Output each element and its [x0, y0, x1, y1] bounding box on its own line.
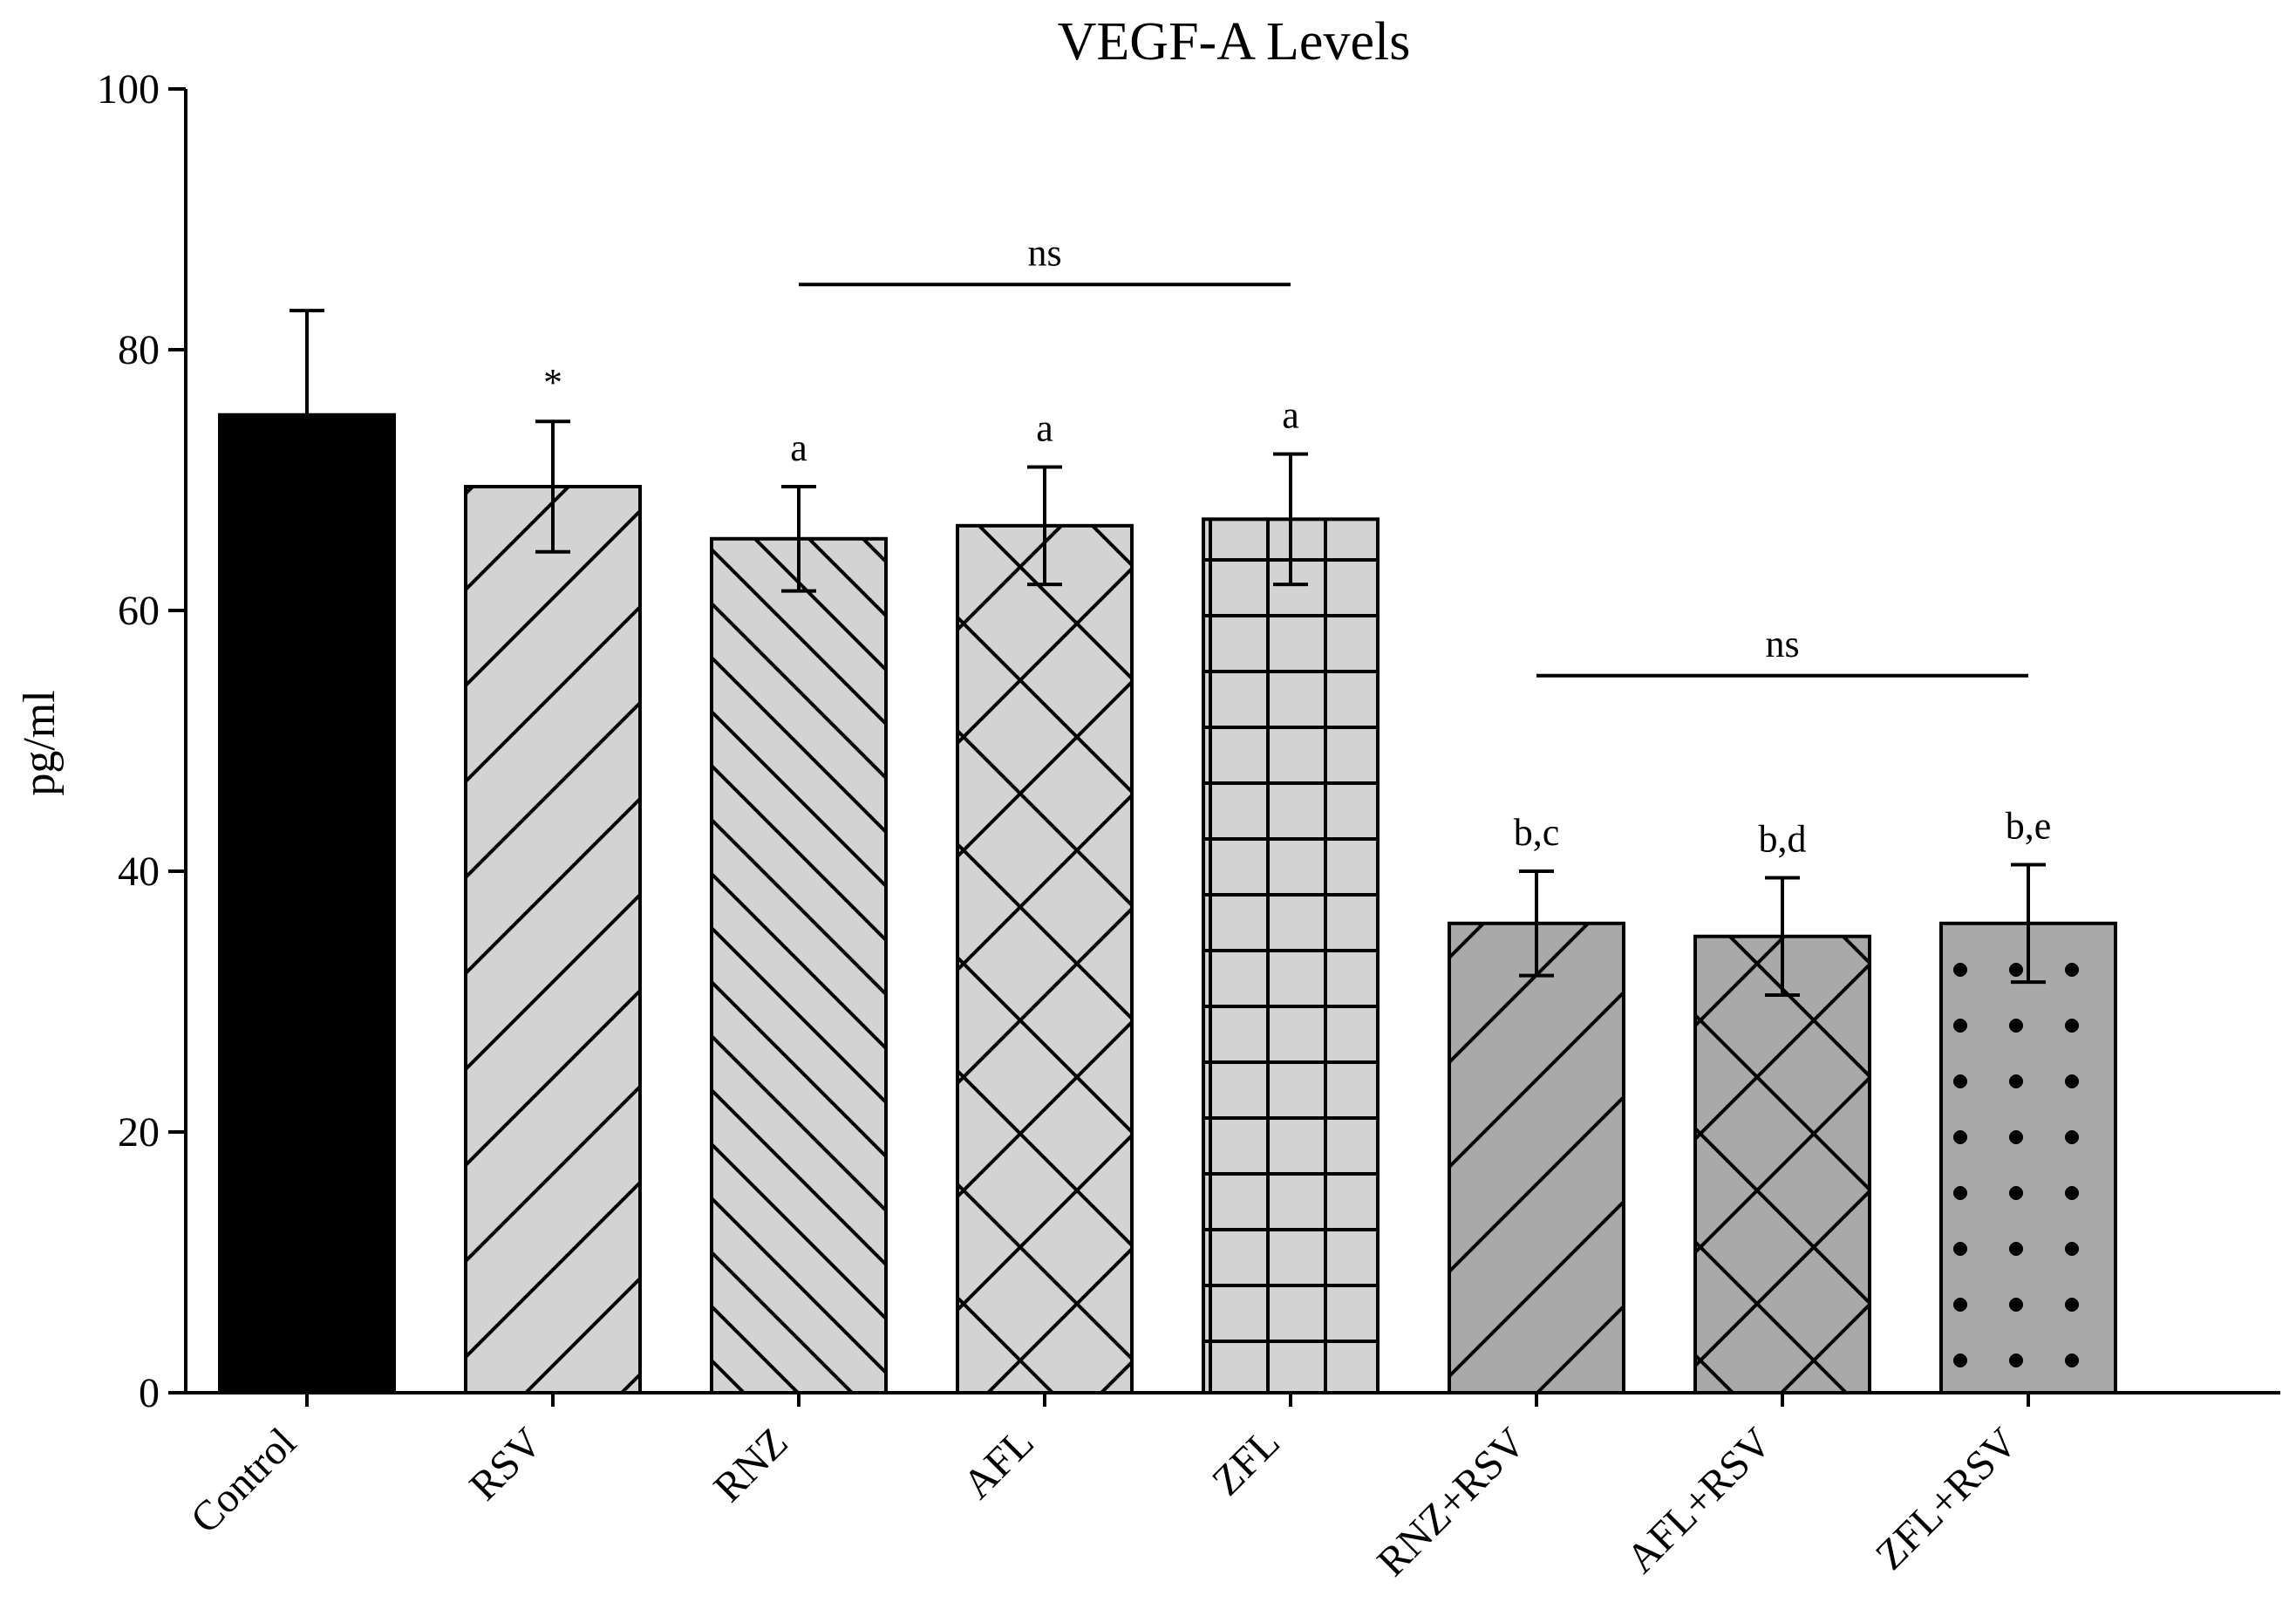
- y-tick-label: 60: [118, 588, 160, 634]
- bar-annotation: b,e: [2006, 805, 2052, 848]
- y-ticks-layer: 0 20 40 60 80 100: [97, 66, 186, 1416]
- bar-annotation: b,c: [1514, 811, 1560, 854]
- error-bar: [1273, 452, 1308, 587]
- bars-layer: [218, 413, 2117, 1395]
- bar-zfl-plus-rsv: [1939, 921, 2117, 1395]
- significance-layer: ns ns: [799, 231, 2028, 678]
- bar-zfl: [1202, 517, 1380, 1394]
- significance-bracket: ns: [799, 231, 1291, 287]
- x-tick-label: RNZ+RSV: [1368, 1419, 1535, 1585]
- error-bar: [535, 419, 570, 554]
- bar-annotation: a: [1036, 407, 1053, 450]
- bar-afl: [956, 523, 1134, 1394]
- x-tick-label: Control: [182, 1419, 305, 1542]
- x-tick-label: ZFL+RSV: [1867, 1419, 2027, 1578]
- bar-afl-plus-rsv: [1693, 934, 1871, 1394]
- bar-annotation: a: [790, 426, 807, 469]
- annotations-layer: * a a a b,c b,d b,e: [543, 361, 2051, 860]
- error-bar: [290, 309, 324, 415]
- error-bar: [1519, 869, 1554, 978]
- bar-rnz-plus-rsv: [1448, 921, 1625, 1395]
- error-bar: [1027, 465, 1062, 587]
- y-tick-label: 40: [118, 849, 160, 895]
- x-tick-label: ZFL: [1203, 1419, 1289, 1504]
- chart-title: VEGF-A Levels: [1058, 12, 1411, 72]
- error-bar: [781, 484, 816, 593]
- y-tick-label: 0: [139, 1370, 160, 1416]
- bar-rsv: [464, 484, 642, 1394]
- y-axis-label: pg/ml: [15, 690, 65, 795]
- error-bars-layer: [290, 309, 2046, 998]
- significance-label: ns: [1027, 231, 1061, 274]
- x-tick-label: AFL+RSV: [1618, 1419, 1781, 1582]
- x-tick-label: AFL: [954, 1419, 1043, 1508]
- error-bar: [2011, 863, 2046, 985]
- bar-control: [218, 413, 396, 1394]
- bar-rnz: [710, 536, 888, 1394]
- significance-label: ns: [1765, 623, 1799, 665]
- bar-annotation: a: [1282, 394, 1299, 437]
- y-tick-label: 100: [97, 66, 160, 113]
- x-tick-label: RNZ: [705, 1419, 796, 1510]
- significance-bracket: ns: [1536, 623, 2028, 678]
- y-tick-label: 20: [118, 1109, 160, 1156]
- x-tick-label: RSV: [460, 1419, 551, 1510]
- x-ticks-layer: Control RSV RNZ AFL ZFL RNZ+RSV AFL+RSV ZFL+RSV: [182, 1393, 2030, 1585]
- bar-annotation: b,d: [1759, 817, 1807, 860]
- y-tick-label: 80: [118, 327, 160, 373]
- bar-annotation: *: [543, 361, 562, 404]
- error-bar: [1765, 876, 1800, 998]
